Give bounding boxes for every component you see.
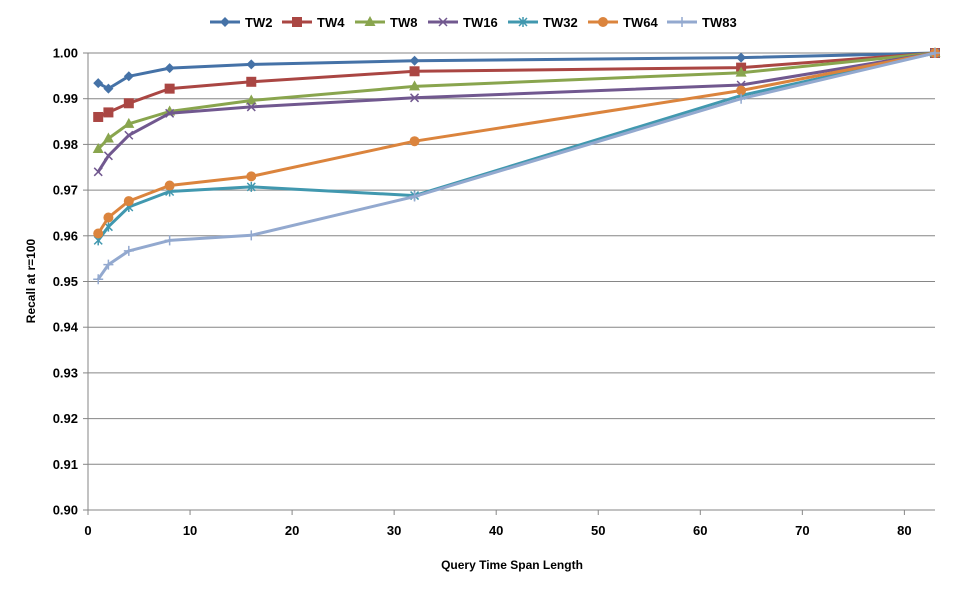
legend-item-tw16: TW16	[428, 15, 498, 30]
x-tick-label: 50	[591, 523, 605, 538]
data-point-tw83	[736, 93, 747, 104]
data-point-tw2	[123, 71, 134, 82]
legend-label-tw64: TW64	[623, 15, 658, 30]
legend-item-tw32: TW32	[508, 15, 578, 30]
data-point-tw83	[164, 235, 175, 246]
data-point-tw8	[409, 80, 421, 91]
data-point-tw83	[123, 245, 134, 256]
y-tick-label: 0.94	[53, 320, 79, 335]
data-point-tw64	[736, 85, 747, 96]
data-point-tw4	[164, 83, 175, 94]
data-point-tw64	[164, 180, 175, 191]
y-axis-title: Recall at r=100	[24, 238, 38, 323]
data-point-tw64	[123, 196, 134, 207]
x-tick-label: 70	[795, 523, 809, 538]
data-point-tw16	[124, 130, 134, 140]
y-tick-label: 0.97	[53, 183, 78, 198]
data-point-tw83	[246, 230, 257, 241]
y-tick-label: 0.99	[53, 91, 78, 106]
x-tick-label: 30	[387, 523, 401, 538]
legend-label-tw16: TW16	[463, 15, 498, 30]
series-tw64	[93, 48, 940, 239]
data-point-tw83	[930, 48, 940, 58]
y-tick-label: 0.95	[53, 274, 78, 289]
legend-marker-tw64	[598, 17, 608, 27]
data-point-tw8	[123, 117, 135, 128]
x-tick-label: 10	[183, 523, 197, 538]
data-point-tw16	[165, 108, 175, 118]
data-point-tw4	[93, 111, 104, 122]
data-point-tw2	[409, 55, 420, 66]
legend-marker-tw32	[518, 17, 528, 27]
legend-item-tw83: TW83	[667, 15, 737, 30]
series-tw83	[93, 48, 940, 285]
x-tick-label: 0	[84, 523, 91, 538]
legend-marker-tw83	[677, 17, 687, 27]
axes: 0.90 0.91 0.92 0.93 0.94 0.95 0.96 0.97 0.98 0.99…	[53, 46, 935, 538]
data-point-tw4	[123, 98, 134, 109]
data-point-tw83	[409, 191, 420, 202]
series-tw8	[92, 47, 941, 153]
x-tick-label: 60	[693, 523, 707, 538]
x-tick-label: 80	[897, 523, 911, 538]
data-point-tw2	[103, 83, 114, 94]
legend-label-tw83: TW83	[702, 15, 737, 30]
data-point-tw16	[410, 93, 420, 103]
data-point-tw2	[93, 78, 104, 89]
legend-marker-tw2	[220, 17, 230, 27]
data-point-tw8	[92, 142, 104, 153]
data-point-tw32	[246, 181, 256, 192]
legend-label-tw32: TW32	[543, 15, 578, 30]
legend-item-tw4: TW4	[282, 15, 345, 30]
data-point-tw2	[246, 59, 257, 70]
data-point-tw4	[409, 66, 420, 77]
data-point-tw64	[409, 136, 420, 147]
y-tick-label: 0.91	[53, 457, 78, 472]
data-point-tw8	[102, 132, 114, 143]
data-point-tw83	[93, 274, 104, 285]
x-tick-label: 20	[285, 523, 299, 538]
series-line-tw2	[97, 51, 936, 91]
legend-marker-tw16	[438, 17, 448, 27]
series-line-tw8	[97, 51, 936, 151]
legend-label-tw8: TW8	[390, 15, 417, 30]
data-point-tw16	[103, 151, 113, 161]
legend-item-tw64: TW64	[588, 15, 658, 30]
series-tw16	[93, 48, 940, 177]
data-point-tw4	[246, 76, 257, 87]
x-tick-label: 40	[489, 523, 503, 538]
y-tick-label: 0.92	[53, 411, 78, 426]
data-point-tw16	[246, 102, 256, 112]
y-tick-label: 0.96	[53, 228, 78, 243]
series-line-tw83	[96, 51, 936, 281]
data-point-tw2	[164, 63, 175, 74]
legend: TW2 TW4 TW8 TW16 TW32 TW64 TW83	[210, 15, 737, 30]
series-line-tw4	[97, 51, 936, 119]
legend-marker-tw4	[292, 17, 302, 27]
y-tick-label: 0.98	[53, 137, 78, 152]
data-point-tw2	[736, 52, 747, 63]
y-tick-label: 1.00	[53, 46, 78, 61]
gridlines	[88, 52, 935, 465]
data-point-tw64	[93, 228, 104, 239]
y-tick-label: 0.93	[53, 365, 78, 380]
data-point-tw4	[103, 107, 114, 118]
legend-item-tw8: TW8	[355, 15, 417, 30]
y-tick-label: 0.90	[53, 503, 78, 518]
legend-label-tw4: TW4	[317, 15, 345, 30]
data-point-tw16	[93, 167, 103, 177]
data-point-tw8	[245, 94, 257, 105]
data-point-tw83	[103, 259, 114, 270]
data-point-tw8	[735, 66, 747, 77]
x-axis-title: Query Time Span Length	[441, 558, 583, 572]
legend-marker-tw8	[364, 16, 376, 26]
data-point-tw64	[103, 212, 114, 223]
data-series	[92, 47, 941, 285]
legend-item-tw2: TW2	[210, 15, 272, 30]
data-point-tw64	[246, 171, 257, 182]
legend-label-tw2: TW2	[245, 15, 272, 30]
